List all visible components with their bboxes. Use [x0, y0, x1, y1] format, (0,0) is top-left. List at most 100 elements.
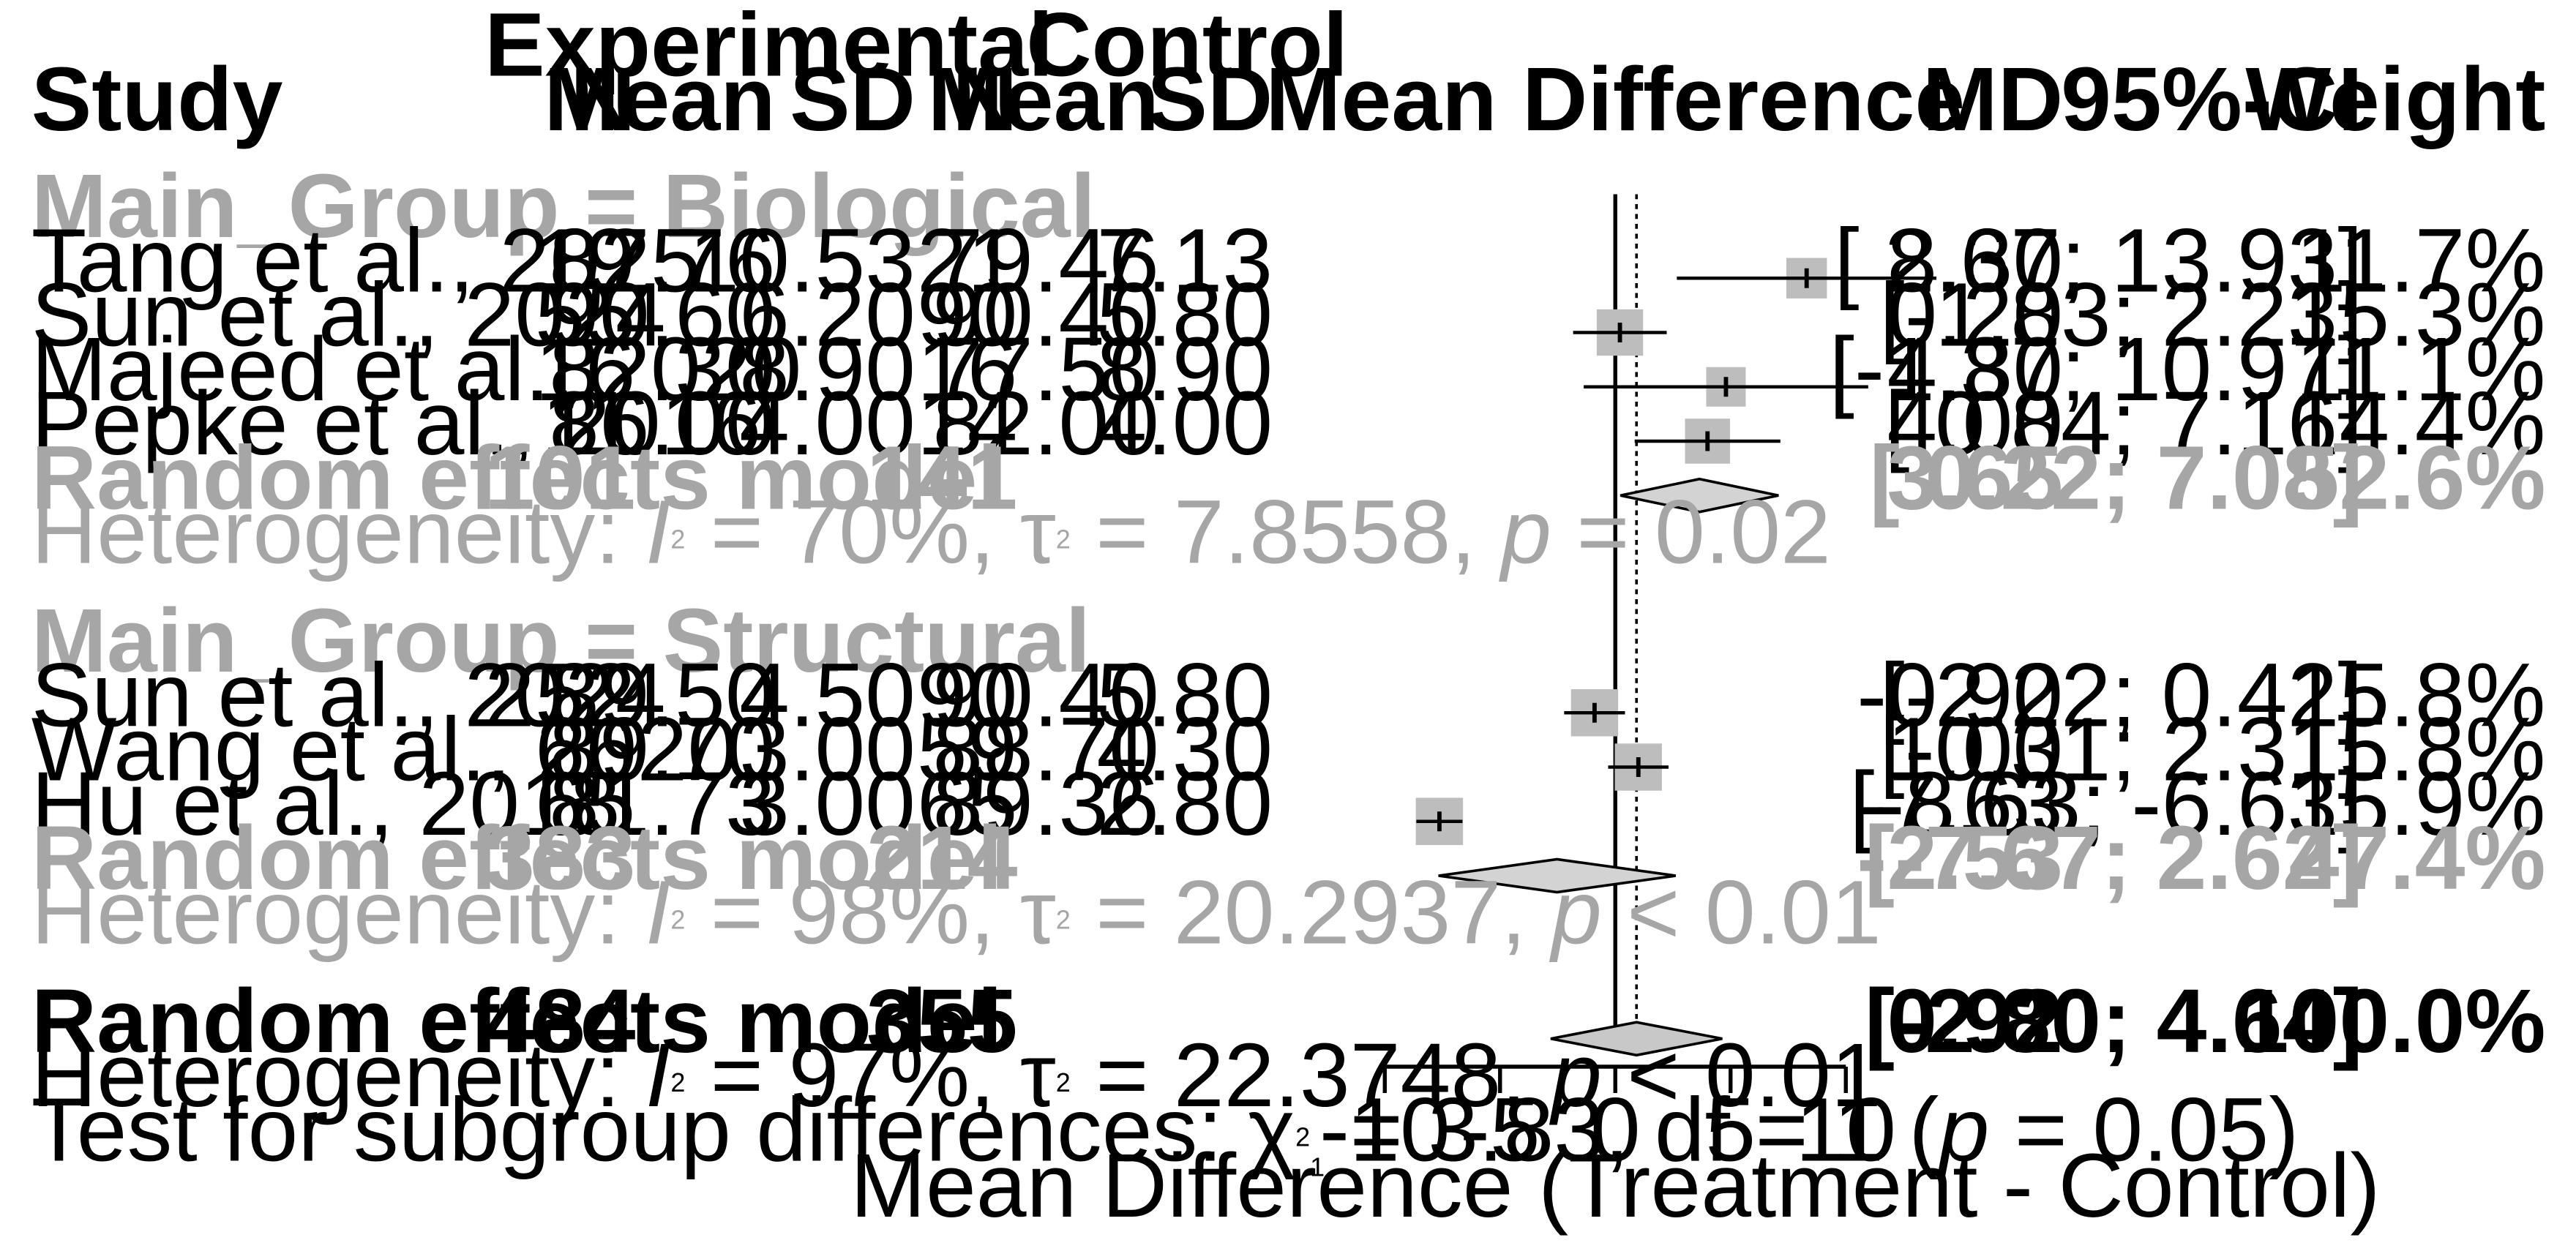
header-ci: 95%-CI [2061, 49, 2363, 150]
text-part: τ [1020, 1025, 1056, 1126]
subgroup-title: Main_Group = Structural [31, 590, 1090, 691]
text-part: χ [1248, 1079, 1295, 1180]
overall-heterogeneity: Heterogeneity: I2 = 97%, τ2 = 22.3748, p… [31, 1025, 1882, 1126]
text-part: I [645, 482, 670, 583]
study-md: 4.00 [1887, 373, 2063, 474]
study-mean-control: 82.00 [932, 373, 1159, 474]
text-part: = 20.2937, [1071, 862, 1551, 963]
subgroup-diamond [1620, 477, 1779, 514]
text-part: 2 [1056, 904, 1071, 934]
study-n-control: 59 [917, 699, 1018, 800]
study-mean-experimental: 89.50 [549, 645, 776, 746]
study-n-experimental: 66 [535, 699, 636, 800]
subgroup-model-label: Random effects model [31, 808, 1003, 909]
subgroup-heterogeneity: Heterogeneity: I2 = 70%, τ2 = 7.8558, p … [31, 482, 1831, 583]
study-ci: [ 2.67; 13.93] [1834, 210, 2362, 311]
header-sd-control: SD [1147, 49, 1273, 150]
overall-model-label: Random effects model [31, 971, 1003, 1072]
text-part: Test for subgroup differences: [31, 1079, 1248, 1180]
study-mean-control: 90.40 [932, 645, 1159, 746]
study-weight: 15.8% [2289, 645, 2546, 746]
text-part: Heterogeneity: [31, 482, 645, 583]
text-part: τ [1020, 862, 1056, 963]
study-ci: [ 0.84; 7.16] [1884, 373, 2363, 474]
study-mean-experimental: 90.60 [549, 265, 776, 366]
x-axis-title: Mean Difference (Treatment - Control) [850, 1135, 2381, 1236]
study-sd-experimental: 3.00 [739, 754, 916, 855]
overall-model-n-experimental: 484 [484, 971, 636, 1072]
study-sd-experimental: 3.00 [739, 699, 916, 800]
subgroup-model-n-experimental: 101 [484, 427, 635, 528]
subgroup-model-ci: [ 0.22; 7.08] [1870, 427, 2363, 528]
text-part: Heterogeneity: [31, 1025, 645, 1126]
study-md: -0.90 [1857, 645, 2063, 746]
text-part: I [645, 1025, 670, 1126]
header-mean-difference: Mean Difference [1265, 49, 1965, 150]
overall-model-md: 0.92 [1887, 971, 2063, 1072]
subgroup-difference-test: Test for subgroup differences: χ21 = 3.8… [31, 1079, 2299, 1182]
study-md: 1.00 [1887, 699, 2063, 800]
text-part: Heterogeneity: [31, 862, 645, 963]
header-sd-experimental: SD [790, 49, 916, 150]
text-part: p [1549, 1025, 1602, 1126]
header-md: MD [1922, 49, 2063, 150]
text-part: = 70%, [685, 482, 1019, 583]
subgroup-model-md: 3.65 [1887, 427, 2063, 528]
x-axis-tick-label: -10 [1319, 1079, 1450, 1180]
study-n-experimental: 252 [484, 645, 635, 746]
study-n-experimental: 55 [535, 265, 636, 366]
subgroup-model-n-experimental: 383 [484, 808, 635, 909]
text-part: 2 [1295, 1122, 1310, 1152]
text-part: 2 [670, 524, 685, 554]
study-sd-experimental: 8.90 [739, 319, 916, 420]
text-part: = 98%, [685, 862, 1019, 963]
text-part: τ [1020, 482, 1056, 583]
study-name: Hu et al., 2018 [31, 754, 621, 855]
study-mean-control: 79.46 [932, 210, 1159, 311]
study-mean-experimental: 86.00 [549, 373, 776, 474]
study-name: Wang et al., 2020 [31, 699, 738, 800]
study-sd-control: 5.80 [1096, 645, 1273, 746]
study-mean-control: 88.70 [932, 699, 1159, 800]
text-part: = 0.05) [1989, 1079, 2299, 1180]
text-part: I [645, 862, 670, 963]
text-part: p [1936, 1079, 1990, 1180]
text-part: 2 [1056, 1067, 1071, 1097]
text-part: = 22.3748, [1071, 1025, 1551, 1126]
text-part: p [1498, 482, 1551, 583]
text-part: = 7.8558, [1071, 482, 1501, 583]
header-study: Study [31, 49, 283, 150]
subgroup-title: Main_Group = Biological [31, 156, 1096, 257]
subgroup-model-md: -2.53 [1857, 808, 2063, 909]
subgroup-heterogeneity: Heterogeneity: I2 = 98%, τ2 = 20.2937, p… [31, 862, 1882, 963]
subgroup-model-label: Random effects model [31, 427, 1003, 528]
study-name: Sun et al., 2024 [31, 265, 666, 366]
subgroup-model-n-control: 214 [866, 808, 1018, 909]
subgroup-model-ci: [-7.67; 2.62] [1865, 808, 2363, 909]
study-ci: [-1.37; 10.97] [1829, 319, 2362, 420]
header-mean-control: Mean [928, 49, 1159, 150]
study-name: Sun et al., 2024 [31, 645, 666, 746]
study-sd-experimental: 10.53 [689, 210, 916, 311]
text-part: 2 [670, 904, 685, 934]
study-weight: 15.9% [2289, 754, 2546, 855]
subgroup-model-weight: 47.4% [2289, 808, 2546, 909]
study-mean-experimental: 82.30 [549, 319, 776, 420]
text-part: < 0.01 [1602, 1025, 1882, 1126]
x-axis-tick-label: 0 [1590, 1079, 1641, 1180]
study-mean-experimental: 87.76 [549, 210, 776, 311]
x-axis-tick-label: -5 [1460, 1079, 1540, 1180]
study-n-control: 16 [917, 319, 1018, 420]
text-part: 1 [1310, 1152, 1325, 1182]
study-weight: 14.4% [2289, 373, 2546, 474]
study-weight: 11.7% [2296, 210, 2546, 311]
overall-model-ci: [-2.80; 4.64] [1865, 971, 2363, 1072]
study-n-control: 65 [917, 754, 1018, 855]
study-sd-control: 5.80 [1096, 265, 1273, 366]
study-n-control: 90 [917, 645, 1018, 746]
study-sd-control: 7.13 [1096, 210, 1273, 311]
study-sd-experimental: 4.50 [739, 645, 916, 746]
text-part: 2 [670, 1067, 685, 1097]
study-weight: 11.1% [2296, 319, 2546, 420]
